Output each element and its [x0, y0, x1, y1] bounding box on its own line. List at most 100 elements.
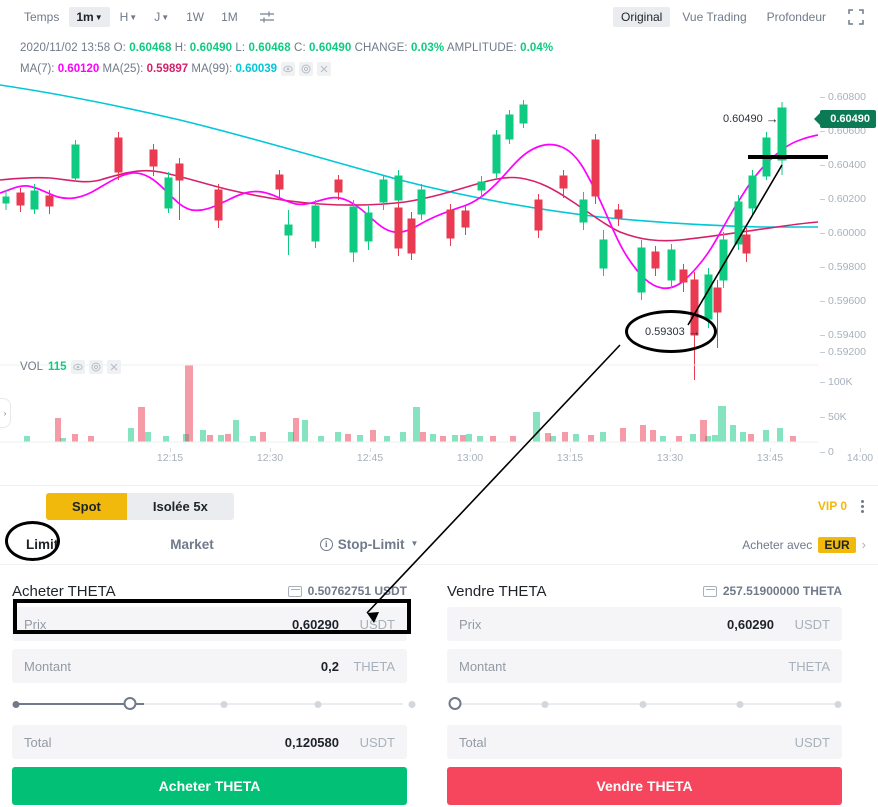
view-original[interactable]: Original	[613, 7, 671, 27]
tab-market[interactable]: Market	[170, 537, 214, 552]
settings-icon[interactable]	[299, 62, 314, 76]
vol-tick-2: 0	[828, 446, 834, 458]
buy-price-unit: USDT	[359, 616, 395, 632]
buy-slider-dot-50[interactable]	[314, 700, 322, 708]
price-axis: 0.60800 0.60600 0.60400 0.60200 0.60000 …	[818, 80, 878, 365]
sell-total-unit: USDT	[794, 734, 830, 750]
sell-slider-dot-50[interactable]	[639, 700, 647, 708]
sell-slider-dot-100[interactable]	[834, 700, 842, 708]
sell-amount-label: Montant	[459, 658, 506, 674]
buy-slider-dot-75[interactable]	[408, 700, 416, 708]
sell-submit-button[interactable]: Vendre THETA	[447, 767, 842, 805]
time-tick-2: 12:45	[356, 452, 384, 464]
ma7-value: 0.60120	[57, 63, 100, 75]
mode-tab-isolated[interactable]: Isolée 5x	[126, 492, 234, 520]
sell-title: Vendre THETA	[447, 582, 547, 600]
price-tick-0: 0.60800	[828, 91, 866, 103]
price-tick-5: 0.59800	[828, 261, 866, 273]
view-depth[interactable]: Profondeur	[766, 10, 826, 24]
time-tick-7: 14:00	[846, 452, 874, 464]
buy-amount-label: Montant	[24, 658, 71, 674]
price-tick-7: 0.59400	[828, 329, 866, 341]
interval-day[interactable]: J▼	[147, 7, 176, 27]
trade-panel: Spot Isolée 5x VIP 0 Limit Market i Stop…	[0, 487, 878, 807]
ohlc-l-value: 0.60468	[248, 42, 291, 54]
settings-icon[interactable]	[88, 360, 103, 374]
buy-form: Acheter THETA 0.50762751 USDT Prix 0,602…	[12, 575, 416, 805]
chevron-down-icon: ▼	[410, 539, 419, 548]
buy-amount-slider[interactable]	[12, 691, 416, 717]
buy-total-field[interactable]: Total 0,120580 USDT	[12, 725, 407, 759]
chevron-down-icon: ▼	[161, 13, 170, 22]
buy-slider-dot-25[interactable]	[220, 700, 228, 708]
more-options-icon[interactable]	[861, 499, 864, 513]
eye-icon[interactable]	[70, 360, 85, 374]
sell-amount-field[interactable]: Montant THETA	[447, 649, 842, 683]
buy-amount-unit: THETA	[353, 658, 395, 674]
sliders-icon[interactable]	[258, 10, 276, 24]
ma99-value: 0.60039	[235, 63, 278, 75]
close-icon[interactable]	[317, 62, 332, 76]
time-tick-0: 12:15	[156, 452, 184, 464]
interval-1m[interactable]: 1m▼	[69, 7, 110, 27]
buy-slider-dot-0[interactable]	[12, 700, 20, 708]
time-tick-6: 13:45	[756, 452, 784, 464]
panel-divider	[0, 485, 878, 486]
fiat-currency-badge: EUR	[818, 536, 856, 553]
expand-sidebar-handle[interactable]: ›	[0, 398, 11, 428]
tab-stop-limit[interactable]: i Stop-Limit ▼	[319, 537, 419, 552]
close-icon[interactable]	[106, 360, 121, 374]
buy-amount-field[interactable]: Montant 0,2 THETA	[12, 649, 407, 683]
sell-amount-slider[interactable]	[447, 691, 842, 717]
sell-form-header: Vendre THETA 257.51900000 THETA	[447, 575, 842, 607]
volume-value: 115	[48, 361, 67, 373]
sell-form: Vendre THETA 257.51900000 THETA Prix 0,6…	[447, 575, 842, 805]
sell-price-label: Prix	[459, 616, 482, 632]
interval-1m-label: 1m	[76, 10, 94, 24]
sell-slider-handle[interactable]	[448, 697, 462, 710]
tab-limit[interactable]: Limit	[26, 537, 59, 552]
interval-hour[interactable]: H▼	[113, 7, 145, 27]
buy-submit-button[interactable]: Acheter THETA	[12, 767, 407, 805]
sell-price-field[interactable]: Prix 0,60290 USDT	[447, 607, 842, 641]
info-icon: i	[319, 538, 333, 551]
buy-form-header: Acheter THETA 0.50762751 USDT	[12, 575, 407, 607]
interval-1m-month[interactable]: 1M	[221, 10, 238, 24]
chart-area[interactable]: 0.60800 0.60600 0.60400 0.60200 0.60000 …	[0, 80, 878, 485]
expand-icon[interactable]	[848, 9, 864, 25]
sell-slider-dot-25[interactable]	[541, 700, 549, 708]
vol-tick-0: 100K	[828, 376, 853, 388]
view-trading[interactable]: Vue Trading	[682, 10, 747, 24]
panel-mode-row: Spot Isolée 5x VIP 0	[0, 487, 878, 525]
low-price-note-value: 0.59303	[645, 325, 685, 338]
price-tick-2: 0.60400	[828, 159, 866, 171]
arrow-right-icon: →	[765, 111, 779, 126]
sell-balance[interactable]: 257.51900000 THETA	[702, 584, 842, 598]
vip-badge[interactable]: VIP 0	[817, 499, 847, 513]
wallet-icon	[702, 585, 717, 597]
candlestick-chart	[0, 84, 818, 443]
mode-tab-spot[interactable]: Spot	[46, 492, 127, 520]
ohlc-amplitude-label: AMPLITUDE:	[446, 42, 517, 54]
ohlc-h-value: 0.60490	[189, 42, 233, 54]
eye-icon[interactable]	[281, 62, 296, 76]
buy-with-fiat[interactable]: Acheter avec EUR ›	[742, 536, 866, 553]
ma25-label: MA(25):	[102, 63, 144, 75]
buy-slider-handle[interactable]	[123, 697, 137, 710]
sell-slider-dot-75[interactable]	[736, 700, 744, 708]
buy-balance[interactable]: 0.50762751 USDT	[287, 584, 407, 598]
sell-total-field[interactable]: Total USDT	[447, 725, 842, 759]
price-tick-3: 0.60200	[828, 193, 866, 205]
price-tick-4: 0.60000	[828, 227, 866, 239]
ohlc-amplitude-value: 0.04%	[520, 42, 554, 54]
buy-total-label: Total	[24, 734, 52, 750]
buy-slider-fill	[16, 703, 144, 705]
ohlc-o-label: O:	[113, 42, 126, 54]
buy-price-field[interactable]: Prix 0,60290 USDT	[12, 607, 407, 641]
volume-legend: VOL 115	[20, 360, 121, 374]
volume-label: VOL	[20, 361, 44, 373]
tab-stop-limit-label: Stop-Limit	[337, 537, 405, 552]
buy-total-value: 0,120580	[284, 734, 339, 750]
interval-1w[interactable]: 1W	[186, 10, 205, 24]
buy-slider-track	[16, 703, 403, 705]
